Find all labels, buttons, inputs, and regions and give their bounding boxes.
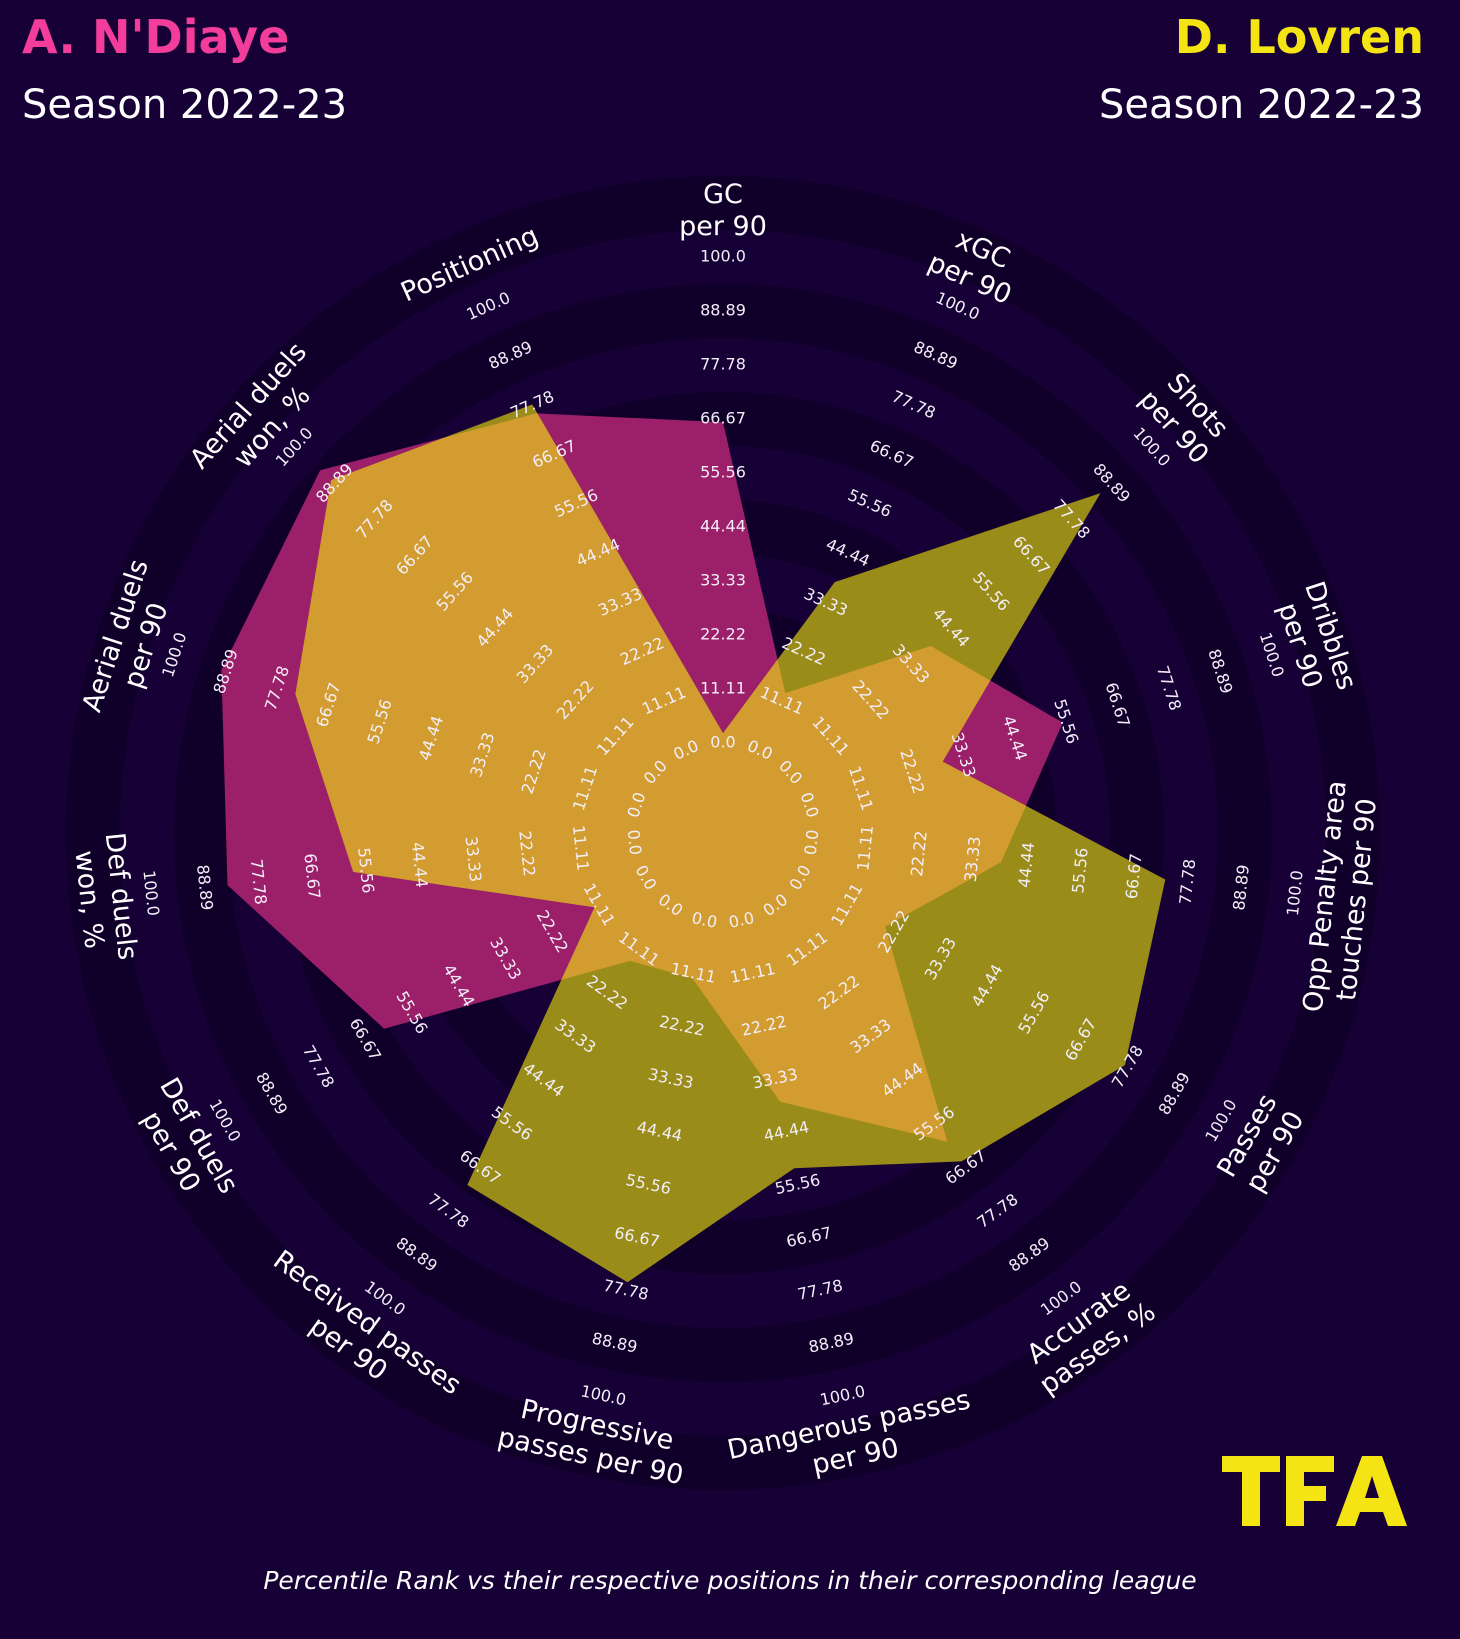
ring-tick-label: 55.56 [354,847,378,895]
axis-label-line: GC [703,179,743,210]
player2-name: D. Lovren [1174,10,1424,64]
ring-tick-label: 55.56 [1068,847,1092,895]
ring-tick-label: 33.33 [462,835,486,883]
ring-tick-label: 22.22 [907,830,931,878]
ring-tick-label: 0.0 [710,733,735,752]
radar-polygons [221,404,1166,1283]
player1-season: Season 2022-23 [22,82,348,128]
ring-tick-label: 66.67 [700,409,746,428]
ring-tick-label: 11.11 [700,679,746,698]
ring-tick-label: 33.33 [700,571,746,590]
ring-tick-label: 100.0 [700,247,746,266]
axis-label: Def duelswon, % [67,831,143,965]
ring-tick-label: 77.78 [700,355,746,374]
ring-tick-label: 44.44 [408,841,432,889]
player1-name: A. N'Diaye [22,10,290,64]
ring-tick-label: 0.0 [624,829,646,856]
ring-tick-label: 55.56 [700,463,746,482]
ring-tick-label: 88.89 [193,864,217,912]
ring-tick-label: 88.89 [1229,864,1253,912]
ring-tick-label: 11.11 [853,824,877,872]
ring-tick-label: 88.89 [700,301,746,320]
ring-tick-label: 33.33 [961,835,985,883]
ring-tick-label: 0.0 [801,829,823,856]
tfa-logo [1222,1456,1407,1526]
ring-tick-label: 22.22 [700,625,746,644]
ring-tick-label: 0.0 [727,908,756,932]
ring-tick-label: 77.78 [247,858,271,906]
ring-tick-label: 66.67 [1122,852,1146,900]
footer-note: Percentile Rank vs their respective posi… [263,1566,1197,1595]
ring-tick-label: 44.44 [700,517,746,536]
ring-tick-label: 100.0 [1283,869,1307,917]
player2-season: Season 2022-23 [1098,82,1424,128]
axis-label-line: per 90 [679,211,767,242]
ring-tick-label: 0.0 [690,908,719,932]
ring-tick-label: 22.22 [515,830,539,878]
ring-tick-label: 66.67 [300,852,324,900]
ring-tick-label: 77.78 [1176,858,1200,906]
axis-label: GC per 90 [679,179,767,242]
ring-tick-label: 100.0 [139,869,163,917]
ring-tick-label: 44.44 [1014,841,1038,889]
ring-tick-label: 11.11 [569,824,593,872]
